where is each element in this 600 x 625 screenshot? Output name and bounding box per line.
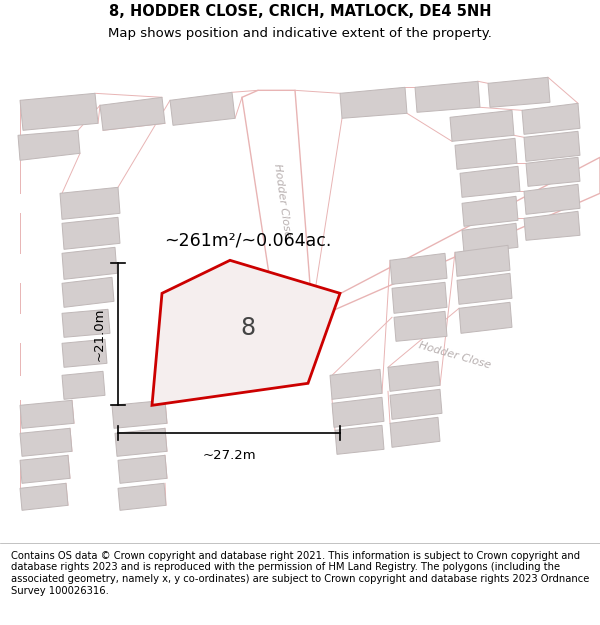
Polygon shape — [390, 418, 440, 447]
Polygon shape — [20, 483, 68, 510]
Polygon shape — [62, 278, 114, 308]
Polygon shape — [118, 483, 166, 510]
Polygon shape — [390, 389, 442, 419]
Polygon shape — [388, 361, 440, 391]
Polygon shape — [295, 158, 600, 318]
Text: ~27.2m: ~27.2m — [202, 449, 256, 462]
Polygon shape — [524, 184, 580, 214]
Polygon shape — [20, 400, 74, 428]
Polygon shape — [522, 103, 580, 134]
Polygon shape — [60, 188, 120, 219]
Polygon shape — [462, 196, 518, 226]
Polygon shape — [62, 339, 107, 367]
Polygon shape — [340, 88, 407, 118]
Text: Hodder Close: Hodder Close — [272, 162, 292, 238]
Polygon shape — [115, 428, 167, 456]
Polygon shape — [20, 455, 70, 483]
Polygon shape — [62, 309, 110, 338]
Polygon shape — [170, 92, 235, 125]
Polygon shape — [455, 245, 510, 276]
Text: Contains OS data © Crown copyright and database right 2021. This information is : Contains OS data © Crown copyright and d… — [11, 551, 589, 596]
Polygon shape — [459, 302, 512, 333]
Polygon shape — [460, 166, 520, 198]
Polygon shape — [450, 110, 514, 141]
Text: 8, HODDER CLOSE, CRICH, MATLOCK, DE4 5NH: 8, HODDER CLOSE, CRICH, MATLOCK, DE4 5NH — [109, 4, 491, 19]
Polygon shape — [20, 93, 98, 130]
Polygon shape — [462, 223, 518, 253]
Polygon shape — [118, 455, 167, 483]
Text: 8: 8 — [241, 316, 256, 340]
Polygon shape — [332, 398, 384, 428]
Polygon shape — [394, 311, 447, 341]
Polygon shape — [242, 90, 312, 313]
Polygon shape — [390, 253, 447, 284]
Polygon shape — [112, 400, 167, 428]
Text: Hodder Close: Hodder Close — [418, 340, 492, 371]
Polygon shape — [335, 425, 384, 454]
Polygon shape — [524, 131, 580, 161]
Polygon shape — [457, 273, 512, 304]
Polygon shape — [455, 138, 517, 169]
Text: Map shows position and indicative extent of the property.: Map shows position and indicative extent… — [108, 28, 492, 40]
Polygon shape — [62, 371, 105, 399]
Polygon shape — [152, 260, 340, 405]
Polygon shape — [20, 428, 72, 456]
Polygon shape — [415, 81, 480, 112]
Polygon shape — [18, 130, 80, 160]
Polygon shape — [62, 248, 117, 279]
Polygon shape — [330, 369, 382, 399]
Polygon shape — [392, 282, 447, 313]
Polygon shape — [488, 78, 550, 108]
Polygon shape — [100, 98, 165, 130]
Text: ~261m²/~0.064ac.: ~261m²/~0.064ac. — [164, 231, 332, 249]
Text: ~21.0m: ~21.0m — [93, 308, 106, 361]
Polygon shape — [526, 158, 580, 186]
Polygon shape — [62, 217, 120, 249]
Polygon shape — [524, 211, 580, 240]
